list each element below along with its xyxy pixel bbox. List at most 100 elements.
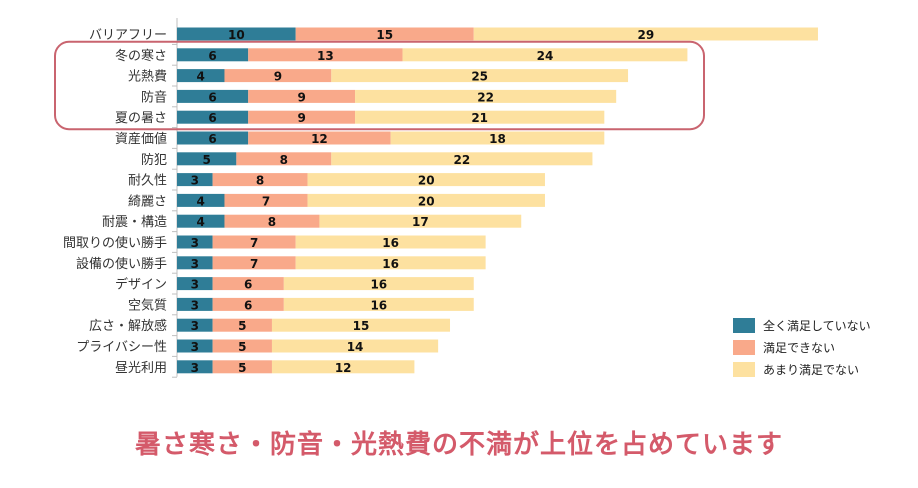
bar-segment-2 [212,360,272,374]
bar-segment-1 [177,69,225,83]
bar-segment-3 [295,256,486,270]
bar-segment-2 [248,110,356,124]
bar-segment-2 [212,173,308,187]
data-label: 24 [537,49,554,63]
data-label: 12 [311,132,328,146]
data-label: 22 [454,153,471,167]
category-label: 夏の暑さ [115,111,167,126]
chart-caption: 暑さ寒さ・防音・光熱費の不満が上位を占めています [134,430,783,460]
data-label: 15 [353,319,370,333]
data-label: 3 [191,278,199,292]
bar-segment-2 [224,214,320,228]
bar-segment-1 [177,318,213,332]
bar-segment-1 [177,152,237,166]
legend-label: 全く満足していない [763,318,871,333]
data-label: 4 [197,215,205,229]
bar-segment-3 [283,277,474,291]
bar-segment-2 [224,69,332,83]
data-label: 12 [335,361,352,375]
bar-segment-1 [177,360,213,374]
bar-segment-3 [331,152,593,166]
data-label: 6 [208,49,216,63]
bar-segment-1 [177,235,213,249]
bar-segment-2 [224,193,308,207]
bar-segment-1 [177,339,213,353]
data-label: 5 [238,340,246,354]
data-label: 3 [191,361,199,375]
bar-segment-3 [271,318,451,332]
bar-segment-2 [212,277,284,291]
data-label: 17 [412,215,429,229]
category-label: 防犯 [141,152,167,168]
data-label: 8 [280,153,288,167]
data-label: 6 [208,111,216,125]
bar-segment-1 [177,131,249,145]
bar-segment-3 [473,27,818,41]
bar-segment-1 [177,110,249,124]
bar-segment-2 [212,318,272,332]
data-label: 16 [382,257,399,271]
data-label: 10 [228,28,245,42]
data-label: 5 [238,361,246,375]
bar-segment-3 [402,48,688,62]
bar-segment-3 [295,235,486,249]
bar-segment-3 [307,173,545,187]
bar-segment-1 [177,48,249,62]
bar-segment-2 [212,256,296,270]
data-label: 4 [197,70,205,84]
category-label: バリアフリー [89,28,167,43]
category-label: 昼光利用 [115,361,167,376]
data-label: 13 [317,49,334,63]
category-label: 防音 [141,89,167,105]
bar-segment-2 [212,297,284,311]
data-label: 5 [238,319,246,333]
legend-label: あまり満足でない [763,363,859,377]
bar-segment-1 [177,173,213,187]
bar-segment-2 [212,235,296,249]
bar-segment-3 [331,69,629,83]
data-label: 9 [297,111,305,125]
bar-segment-1 [177,256,213,270]
data-label: 9 [274,70,282,84]
bar-segment-3 [355,89,617,103]
bar-segment-2 [212,339,272,353]
bar-segment-2 [236,152,332,166]
bar-segment-3 [355,110,605,124]
bar-segment-2 [248,131,391,145]
data-label: 8 [268,215,276,229]
bar-segment-1 [177,297,213,311]
data-label: 25 [471,70,488,84]
category-label: 光熱費 [128,70,167,85]
category-label: 耐震・構造 [102,215,167,230]
data-label: 16 [370,298,387,312]
category-label: 冬の寒さ [115,48,167,64]
data-label: 3 [191,257,199,271]
data-label: 6 [208,90,216,104]
data-label: 29 [638,28,655,42]
legend-swatch-3 [733,362,755,377]
category-label: 空気質 [128,297,167,313]
category-label: 設備の使い勝手 [76,256,167,272]
stacked-bar-chart: バリアフリー 10 15 29 冬の寒さ 6 13 24 光熱費 4 9 25 防音 6 9 22 夏の暑さ 6 9… [54,18,871,378]
data-label: 20 [418,194,435,208]
data-label: 6 [244,278,252,292]
bar-segment-3 [271,339,439,353]
category-label: 資産価値 [115,131,167,147]
data-label: 4 [197,194,205,208]
data-label: 3 [191,340,199,354]
bar-segment-1 [177,193,225,207]
data-label: 6 [244,298,252,312]
bar-segment-1 [177,89,249,103]
category-label: プライバシー性 [76,340,167,355]
data-label: 6 [208,132,216,146]
category-label: 綺麗さ [128,193,167,209]
data-label: 20 [418,174,435,188]
category-label: デザイン [115,277,167,293]
bar-segment-1 [177,27,296,41]
data-label: 8 [256,174,264,188]
data-label: 3 [191,174,199,188]
bar-segment-3 [307,193,545,207]
data-label: 18 [489,132,506,146]
bar-segment-2 [248,48,403,62]
data-label: 3 [191,319,199,333]
